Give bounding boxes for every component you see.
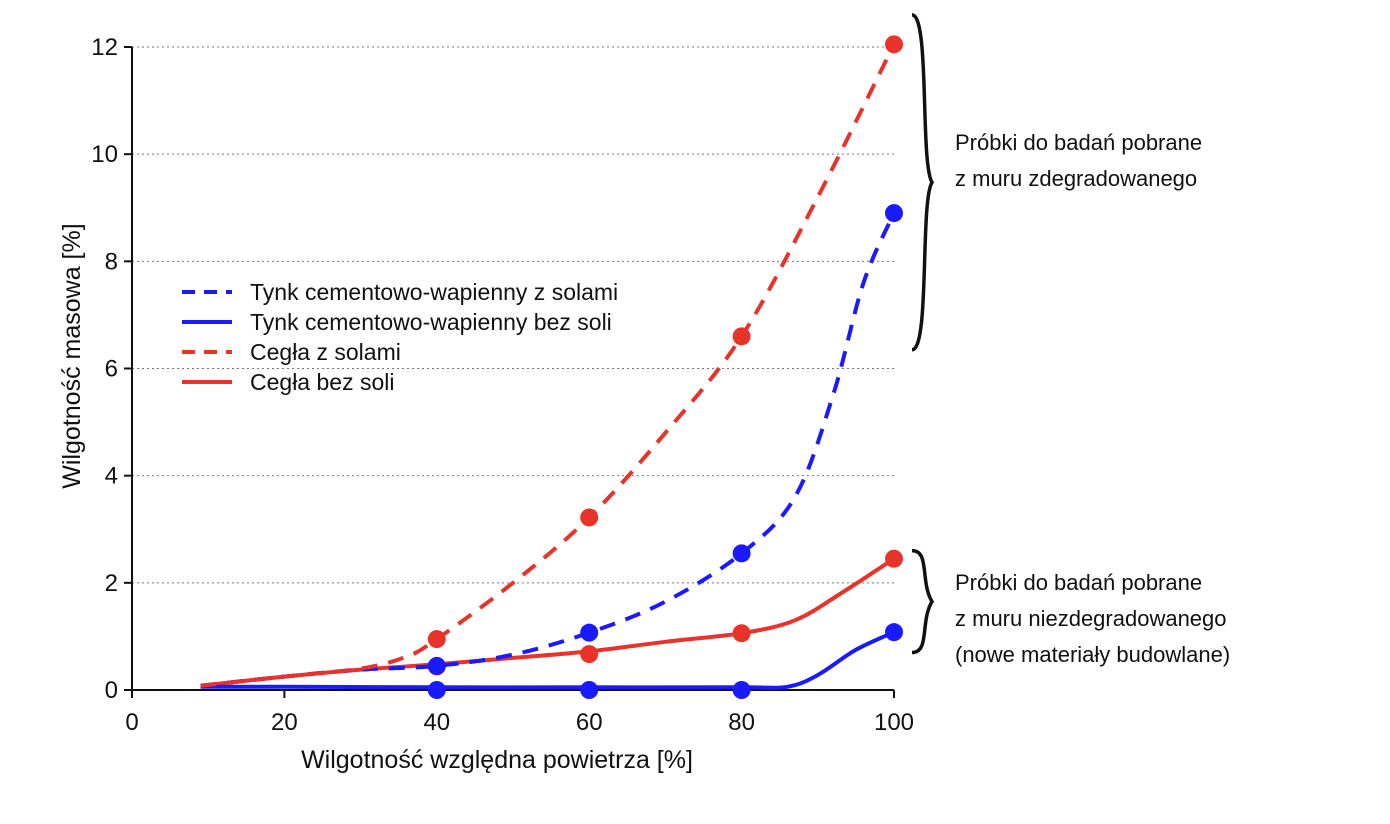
annotation-new-line-1: z muru niezdegradowanego: [955, 606, 1227, 631]
x-tick-label-100: 100: [874, 709, 914, 736]
legend-label-1: Tynk cementowo-wapienny bez soli: [250, 309, 612, 335]
x-tick-label-20: 20: [271, 709, 298, 736]
annotation-degraded-line-1: z muru zdegradowanego: [955, 166, 1197, 191]
legend-label-3: Cegła bez soli: [250, 369, 394, 395]
data-point-s1-1: [580, 681, 599, 699]
y-tick-label-8: 8: [105, 248, 118, 275]
series-0: [200, 212, 896, 688]
series-line-1: [200, 630, 895, 690]
x-tick-label-80: 80: [728, 709, 755, 736]
data-point-s3-3: [885, 549, 903, 568]
data-point-s0-3: [885, 204, 903, 223]
annotation-new-line-0: Próbki do badań pobrane: [955, 570, 1202, 595]
data-point-s1-3: [885, 623, 903, 642]
data-point-s0-0: [427, 656, 446, 675]
series-2: [200, 43, 896, 688]
series-3: [200, 557, 896, 688]
data-point-s2-1: [580, 508, 599, 527]
gridlines: [132, 46, 894, 584]
y-axis-title: Wilgotność masowa [%]: [58, 223, 86, 488]
series-line-3: [200, 557, 896, 688]
series-line-0: [200, 212, 896, 688]
data-point-s0-1: [580, 623, 599, 642]
annotation-degraded: Próbki do badań pobrane z muru zdegradowa…: [911, 13, 1202, 352]
data-point-s3-1: [580, 645, 599, 664]
x-tick-label-0: 0: [125, 709, 138, 736]
data-point-s2-2: [732, 327, 751, 346]
series-1: [200, 630, 895, 690]
y-tick-label-4: 4: [105, 463, 118, 490]
data-point-s0-2: [732, 544, 751, 563]
series-layer: [200, 35, 903, 699]
y-tick-label-12: 12: [91, 34, 118, 61]
data-point-s1-0: [427, 681, 446, 699]
y-tick-label-10: 10: [91, 141, 118, 168]
annotations: Próbki do badań pobrane z muru zdegradowa…: [911, 13, 1230, 667]
y-tick-label-2: 2: [105, 570, 118, 597]
axes: 0 2 4 6 8 10 12 0 20 40 60 80 100: [91, 34, 914, 736]
legend: Tynk cementowo-wapienny z solami Tynk cem…: [182, 279, 618, 395]
data-point-s2-3: [885, 35, 903, 54]
brace-degraded: [911, 13, 935, 352]
y-tick-label-6: 6: [105, 356, 118, 383]
data-point-s3-2: [732, 624, 751, 643]
x-tick-label-40: 40: [423, 709, 450, 736]
legend-label-0: Tynk cementowo-wapienny z solami: [250, 279, 618, 305]
legend-label-2: Cegła z solami: [250, 339, 401, 365]
x-axis-title: Wilgotność względna powietrza [%]: [301, 746, 693, 774]
data-point-s2-0: [427, 630, 446, 649]
y-tick-label-0: 0: [105, 677, 118, 704]
annotation-degraded-line-0: Próbki do badań pobrane: [955, 130, 1202, 155]
annotation-new: Próbki do badań pobrane z muru niezdegrad…: [911, 548, 1230, 667]
brace-new: [911, 548, 935, 655]
annotation-new-line-2: (nowe materiały budowlane): [955, 642, 1230, 667]
x-tick-label-60: 60: [576, 709, 603, 736]
series-line-2: [200, 43, 896, 688]
data-point-s1-2: [732, 681, 751, 699]
